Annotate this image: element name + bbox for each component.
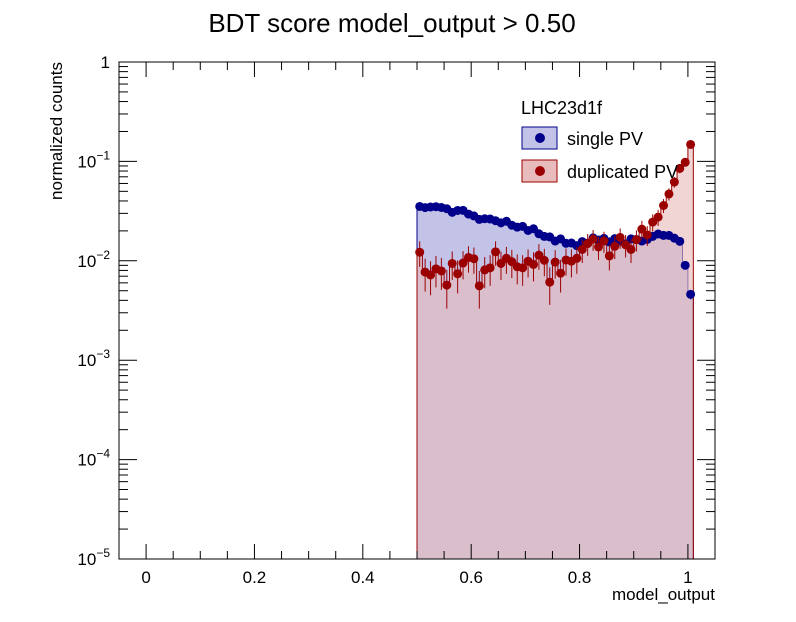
legend: LHC23d1f single PV duplicated PV xyxy=(521,98,678,183)
x-axis-label: model_output xyxy=(612,585,715,604)
y-axis-label: normalized counts xyxy=(47,62,66,200)
y-tick-label: 10−2 xyxy=(77,248,110,271)
data-point-duplicated-pv xyxy=(594,242,604,252)
data-point-duplicated-pv xyxy=(659,201,669,211)
y-tick-label: 10−5 xyxy=(77,546,110,569)
data-point-duplicated-pv xyxy=(653,212,663,222)
data-point-single-pv xyxy=(686,289,696,299)
x-tick-label: 1 xyxy=(683,568,692,587)
data-point-duplicated-pv xyxy=(572,253,582,263)
data-point-duplicated-pv xyxy=(469,254,479,264)
data-point-duplicated-pv xyxy=(436,266,446,276)
data-point-duplicated-pv xyxy=(556,268,566,278)
data-point-duplicated-pv xyxy=(453,269,463,279)
data-point-duplicated-pv xyxy=(599,236,609,246)
data-point-single-pv xyxy=(675,236,685,246)
chart-title: BDT score model_output > 0.50 xyxy=(208,8,575,38)
data-point-duplicated-pv xyxy=(675,163,685,173)
data-point-duplicated-pv xyxy=(626,244,636,254)
legend-label-single-pv: single PV xyxy=(567,129,643,149)
data-point-duplicated-pv xyxy=(474,281,484,291)
legend-marker-duplicated-pv xyxy=(535,166,545,176)
data-point-duplicated-pv xyxy=(426,270,436,280)
data-point-duplicated-pv xyxy=(539,255,549,265)
data-point-duplicated-pv xyxy=(447,258,457,268)
y-tick-label: 1 xyxy=(101,53,110,72)
data-point-duplicated-pv xyxy=(577,244,587,254)
data-point-duplicated-pv xyxy=(518,263,528,273)
x-axis: 0 0.2 0.4 0.6 0.8 1 xyxy=(118,62,716,587)
x-tick-label: 0.4 xyxy=(351,568,375,587)
x-tick-label: 0.6 xyxy=(459,568,483,587)
y-axis: 10−5 10−4 10−3 10−2 10−1 1 xyxy=(77,53,715,569)
legend-marker-single-pv xyxy=(535,133,545,143)
legend-title: LHC23d1f xyxy=(521,98,603,118)
data-point-duplicated-pv xyxy=(631,235,641,245)
data-point-duplicated-pv xyxy=(615,232,625,242)
data-point-duplicated-pv xyxy=(637,224,647,234)
data-point-duplicated-pv xyxy=(604,251,614,261)
data-point-duplicated-pv xyxy=(642,230,652,240)
y-tick-label: 10−3 xyxy=(77,347,110,370)
x-tick-label: 0.2 xyxy=(243,568,267,587)
data-point-duplicated-pv xyxy=(485,263,495,273)
data-point-duplicated-pv xyxy=(686,139,696,149)
data-point-duplicated-pv xyxy=(588,234,598,244)
data-point-duplicated-pv xyxy=(545,277,555,287)
data-point-duplicated-pv xyxy=(442,280,452,290)
data-point-duplicated-pv xyxy=(491,247,501,257)
data-point-duplicated-pv xyxy=(610,241,620,251)
data-point-duplicated-pv xyxy=(415,247,425,257)
data-point-duplicated-pv xyxy=(458,258,468,268)
y-tick-label: 10−1 xyxy=(77,148,110,171)
data-point-duplicated-pv xyxy=(528,259,538,269)
x-tick-label: 0 xyxy=(141,568,150,587)
data-point-duplicated-pv xyxy=(669,177,679,187)
y-tick-label: 10−4 xyxy=(77,447,110,470)
data-point-single-pv xyxy=(680,260,690,270)
data-markers xyxy=(415,139,696,309)
data-point-duplicated-pv xyxy=(664,189,674,199)
data-point-duplicated-pv xyxy=(550,257,560,267)
legend-label-duplicated-pv: duplicated PV xyxy=(567,162,678,182)
x-tick-label: 0.8 xyxy=(568,568,592,587)
data-point-duplicated-pv xyxy=(680,157,690,167)
